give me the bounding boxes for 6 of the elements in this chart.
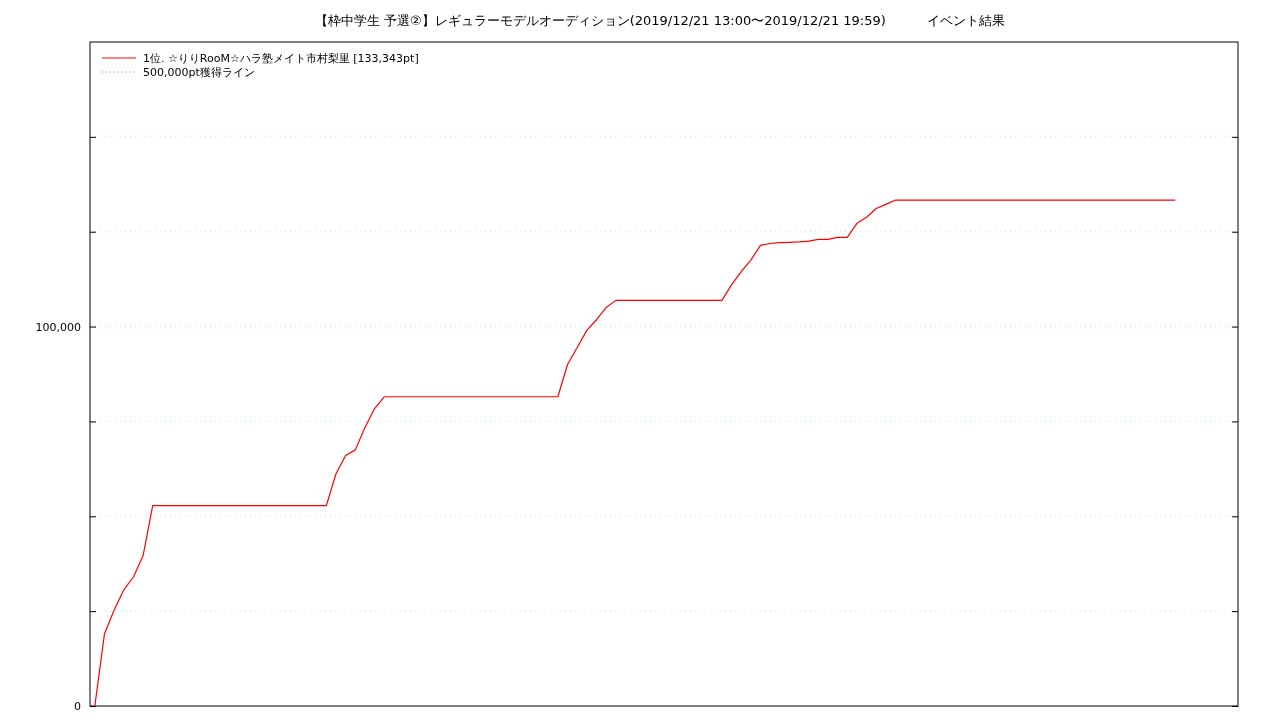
- chart-title: 【枠中学生 予選②】レギュラーモデルオーディション(2019/12/21 13:00〜2019/12/21 19:59) イベント結果: [314, 13, 1006, 28]
- line-series: [94, 199, 1176, 707]
- legend-label: 1位. ☆りりRooM☆ハラ塾メイト市村梨里 [133,343pt]: [143, 52, 419, 65]
- y-tick-label: 100,000: [35, 320, 81, 334]
- legend-label: 500,000pt獲得ライン: [143, 66, 255, 79]
- y-tick-label: 0: [74, 700, 81, 714]
